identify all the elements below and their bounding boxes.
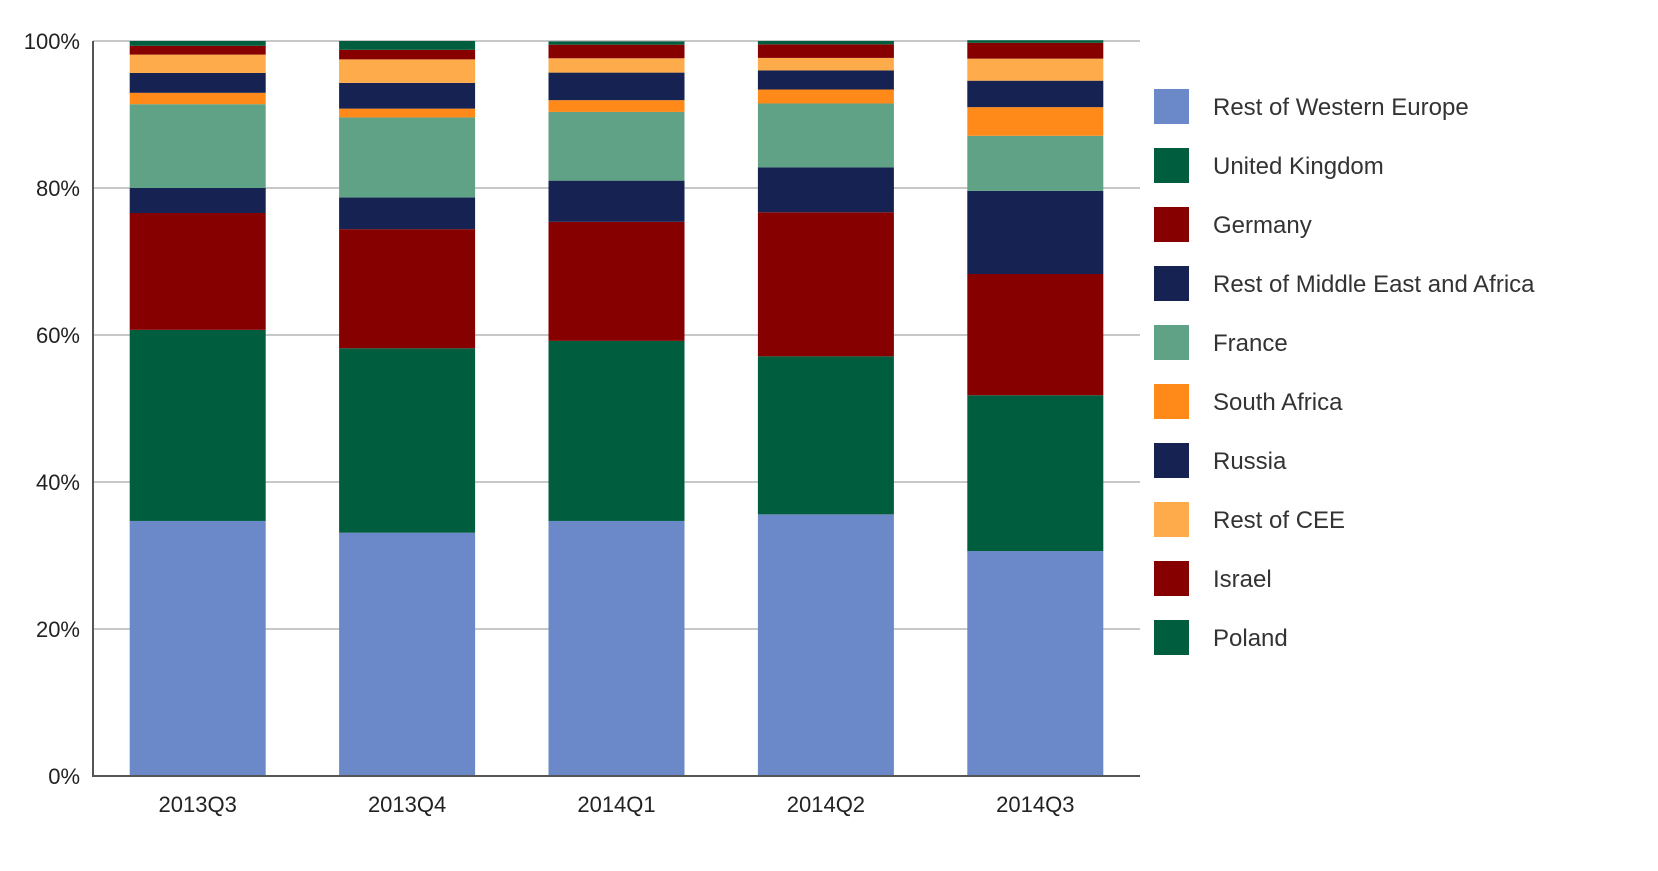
bar-segment-2014Q2-1 [757,356,894,515]
bar-segment-2014Q3-3 [967,190,1104,274]
bar-segment-2013Q3-4 [129,104,266,188]
bar-segment-2014Q1-1 [548,340,685,521]
legend-swatch [1154,502,1189,537]
bar-segment-2014Q2-5 [757,89,894,104]
bar-segment-2013Q4-0 [339,532,476,776]
bar-segment-2014Q3-4 [967,135,1104,191]
x-tick-label: 2013Q3 [159,792,237,817]
bar-segment-2013Q4-3 [339,197,476,230]
bar-segment-2013Q3-1 [129,329,266,521]
bar-segment-2014Q3-1 [967,395,1104,552]
bar-segment-2014Q1-5 [548,100,685,112]
bar-segment-2014Q1-0 [548,520,685,776]
bar-segment-2014Q1-8 [548,44,685,59]
bar-segment-2013Q3-5 [129,92,266,105]
bar-segment-2013Q4-9 [339,41,476,50]
legend-label: Germany [1213,212,1312,239]
bar-segment-2014Q3-5 [967,107,1104,136]
bar-segment-2014Q2-3 [757,167,894,213]
bar-segment-2014Q3-0 [967,551,1104,776]
bar-segment-2014Q2-0 [757,514,894,776]
y-tick-label: 40% [36,470,80,495]
legend-swatch [1154,384,1189,419]
bar-segment-2014Q2-9 [757,41,894,45]
bar-segment-2014Q3-6 [967,80,1104,108]
bar-segment-2014Q3-7 [967,58,1104,81]
y-tick-label: 0% [48,764,80,789]
bar-segment-2014Q1-7 [548,58,685,73]
y-tick-label: 100% [24,29,80,54]
bar-segment-2014Q3-9 [967,40,1104,43]
x-tick-label: 2014Q1 [577,792,655,817]
legend-label: Israel [1213,566,1272,593]
legend-swatch [1154,266,1189,301]
legend-label: Rest of CEE [1213,507,1345,534]
x-tick-label: 2013Q4 [368,792,446,817]
bar-segment-2013Q3-3 [129,188,266,213]
bar-segment-2014Q3-8 [967,42,1104,59]
bar-segment-2013Q3-2 [129,212,266,330]
bar-segment-2013Q4-6 [339,82,476,109]
bar-segment-2013Q4-5 [339,108,476,118]
legend-swatch [1154,148,1189,183]
legend-label: Russia [1213,448,1287,475]
legend-label: United Kingdom [1213,153,1384,180]
x-tick-label: 2014Q3 [996,792,1074,817]
bar-segment-2013Q3-0 [129,520,266,776]
bar-segment-2014Q2-6 [757,70,894,90]
legend-label: Rest of Western Europe [1213,94,1469,121]
legend-label: France [1213,330,1288,357]
bar-segment-2013Q3-7 [129,54,266,73]
x-tick-label: 2014Q2 [787,792,865,817]
legend-swatch [1154,207,1189,242]
bar-segment-2014Q1-6 [548,72,685,101]
bar-segment-2013Q3-6 [129,72,266,93]
bar-segment-2014Q1-3 [548,180,685,222]
legend-swatch [1154,325,1189,360]
bar-segment-2013Q4-4 [339,117,476,198]
bar-segment-2013Q4-8 [339,49,476,60]
bar-segment-2014Q2-2 [757,212,894,357]
legend-swatch [1154,620,1189,655]
bar-segment-2013Q4-7 [339,59,476,83]
bar-segment-2014Q2-4 [757,103,894,168]
y-tick-label: 60% [36,323,80,348]
legend-swatch [1154,443,1189,478]
legend-label: Rest of Middle East and Africa [1213,271,1535,298]
bar-segment-2013Q4-2 [339,229,476,349]
bar-segment-2014Q2-8 [757,44,894,58]
y-tick-label: 80% [36,176,80,201]
legend-label: South Africa [1213,389,1343,416]
bar-segment-2013Q3-8 [129,45,266,55]
legend-swatch [1154,89,1189,124]
legend-swatch [1154,561,1189,596]
bar-segment-2014Q1-4 [548,111,685,181]
bar-segment-2014Q2-7 [757,57,894,71]
bar-segment-2013Q3-9 [129,41,266,46]
y-tick-label: 20% [36,617,80,642]
bar-segment-2013Q4-1 [339,348,476,533]
legend-label: Poland [1213,625,1288,652]
bar-segment-2014Q1-2 [548,221,685,341]
bar-segment-2014Q1-9 [548,41,685,45]
bar-segment-2014Q3-2 [967,273,1104,396]
